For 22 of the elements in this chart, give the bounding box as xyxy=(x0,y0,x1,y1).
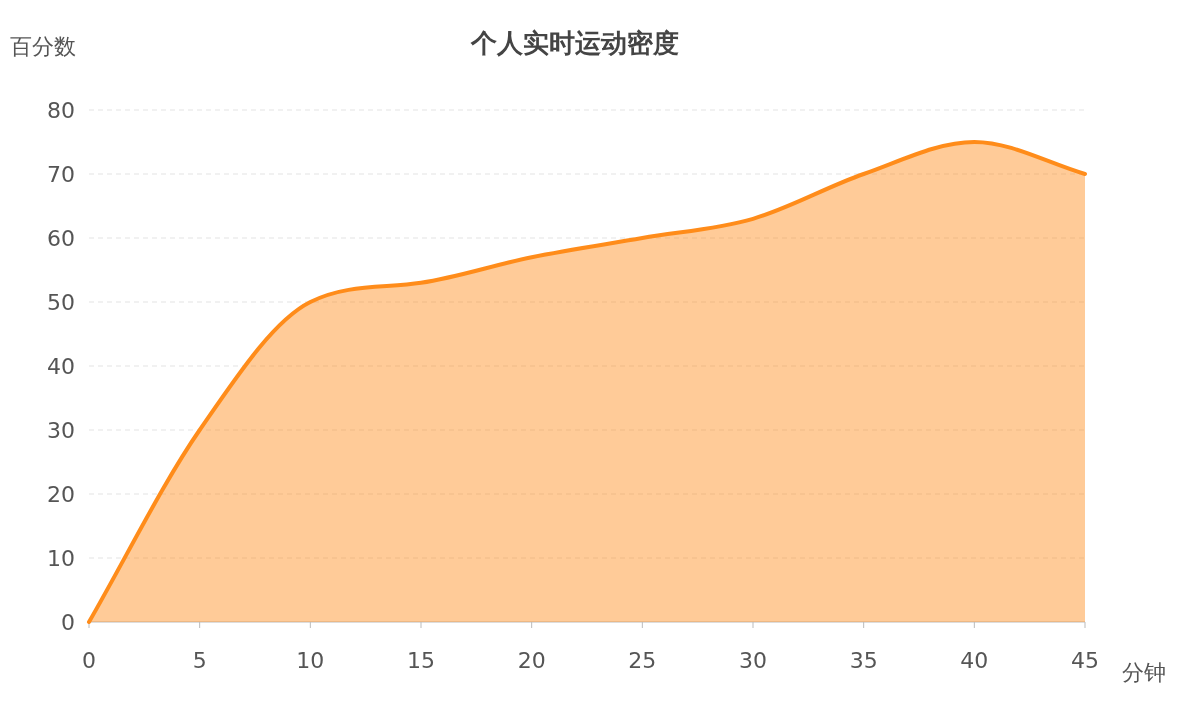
y-axis-title: 百分数 xyxy=(10,34,76,59)
x-tick-label: 0 xyxy=(82,648,96,673)
x-tick-label: 10 xyxy=(296,648,325,673)
y-tick-label: 30 xyxy=(47,418,75,443)
chart-title: 个人实时运动密度 xyxy=(470,28,679,58)
x-tick-label: 5 xyxy=(192,648,207,673)
y-tick-label: 0 xyxy=(61,610,75,635)
x-tick-label: 45 xyxy=(1071,648,1099,673)
y-tick-label: 10 xyxy=(47,546,75,571)
y-tick-label: 60 xyxy=(47,226,75,251)
x-tick-label: 30 xyxy=(739,648,767,673)
y-tick-label: 70 xyxy=(47,162,75,187)
x-tick-label: 40 xyxy=(960,648,989,673)
y-tick-label: 40 xyxy=(47,354,75,379)
x-tick-label: 20 xyxy=(517,648,546,673)
y-tick-label: 80 xyxy=(47,98,75,123)
x-tick-label: 35 xyxy=(849,648,878,673)
x-tick-label: 15 xyxy=(407,648,435,673)
x-axis-title: 分钟 xyxy=(1122,660,1166,685)
x-tick-label: 25 xyxy=(628,648,657,673)
y-tick-label: 50 xyxy=(47,290,75,315)
y-tick-label: 20 xyxy=(47,482,75,507)
